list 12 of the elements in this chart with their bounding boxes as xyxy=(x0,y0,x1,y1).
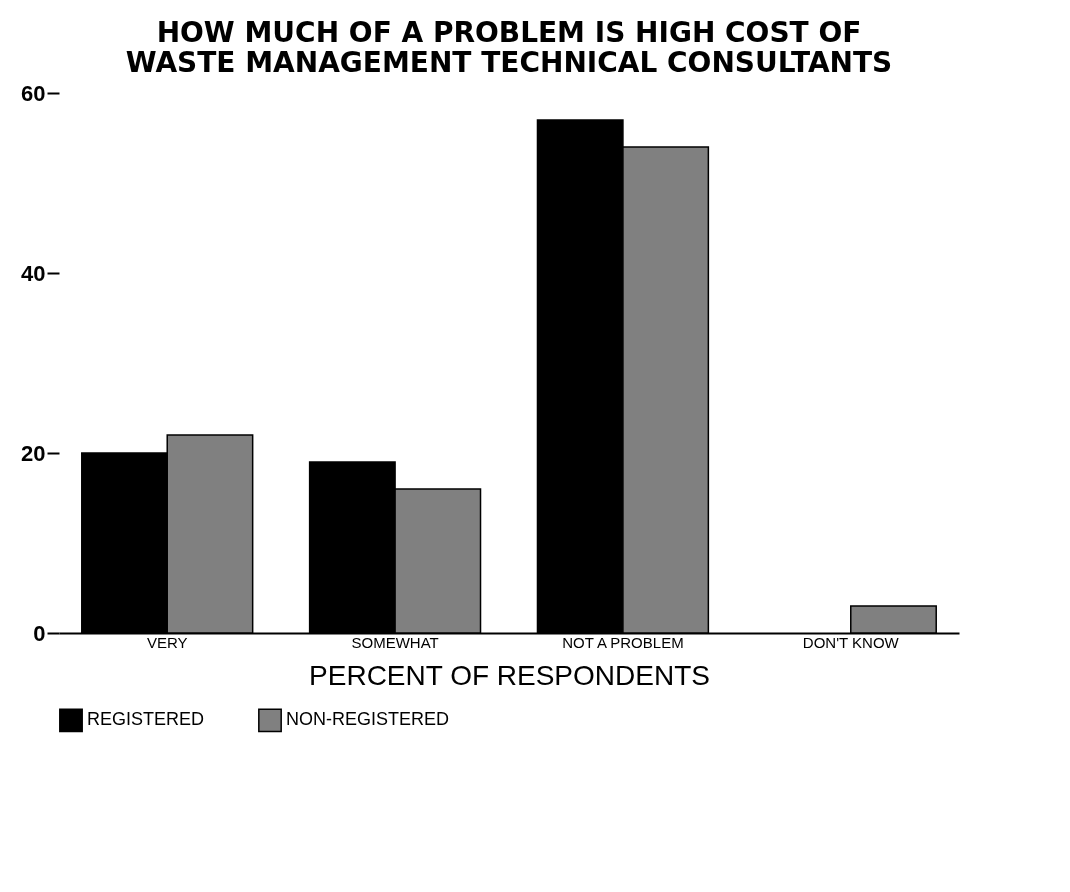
x-tick-label: NOT A PROBLEM xyxy=(562,633,684,651)
x-axis-title: PERCENT OF RESPONDENTS xyxy=(309,659,710,691)
legend-label: NON-REGISTERED xyxy=(286,709,450,730)
legend-label: REGISTERED xyxy=(87,709,205,730)
x-tick-label: DON'T KNOW xyxy=(802,633,900,651)
y-tick-label: 20 xyxy=(21,440,46,466)
y-tick-label: 60 xyxy=(21,80,46,106)
x-tick-label: SOMEWHAT xyxy=(351,633,439,651)
x-tick-label: VERY xyxy=(146,633,188,651)
y-tick-label: 0 xyxy=(33,620,46,646)
chart-title: HOW MUCH OF A PROBLEM IS HIGH COST OF WASTE MANAGEMENT TECHNICAL CONSULTANTS xyxy=(125,16,893,79)
y-tick-label: 40 xyxy=(21,260,46,286)
